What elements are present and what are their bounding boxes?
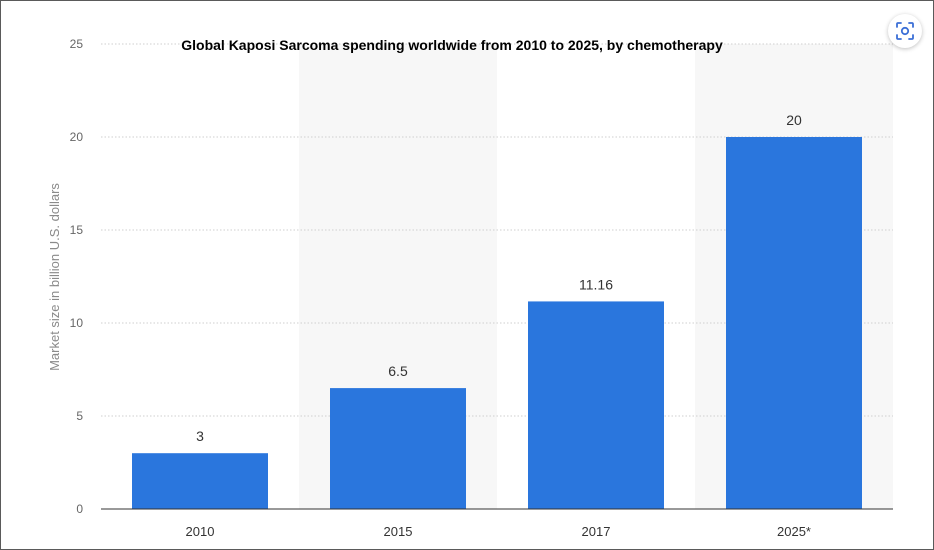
y-tick-label: 10 [70,316,84,330]
data-label: 20 [786,112,802,128]
visual-search-icon [896,22,914,40]
bar[interactable] [132,453,268,509]
gridlines [101,43,893,417]
x-tick-label: 2015 [384,524,413,539]
y-tick-label: 5 [76,409,83,423]
bar[interactable] [528,301,664,509]
chart-title: Global Kaposi Sarcoma spending worldwide… [181,37,723,53]
x-axis-ticks: 2010 2015 2017 2025* [186,524,811,539]
data-label: 6.5 [388,363,408,379]
data-label: 11.16 [579,276,613,292]
x-tick-label: 2010 [186,524,215,539]
x-tick-label: 2017 [582,524,611,539]
bar[interactable] [330,388,466,509]
y-axis-title: Market size in billion U.S. dollars [47,183,62,371]
y-tick-label: 15 [70,223,84,237]
y-tick-label: 20 [70,130,84,144]
y-axis-ticks: 0 5 10 15 20 25 [70,37,84,516]
visual-search-button[interactable] [888,14,922,48]
bars [132,137,862,509]
y-tick-label: 25 [70,37,84,51]
y-tick-label: 0 [76,502,83,516]
x-tick-label: 2025* [777,524,811,539]
data-label: 3 [196,428,204,444]
data-labels: 3 6.5 11.16 20 [196,112,802,444]
bar[interactable] [726,137,862,509]
